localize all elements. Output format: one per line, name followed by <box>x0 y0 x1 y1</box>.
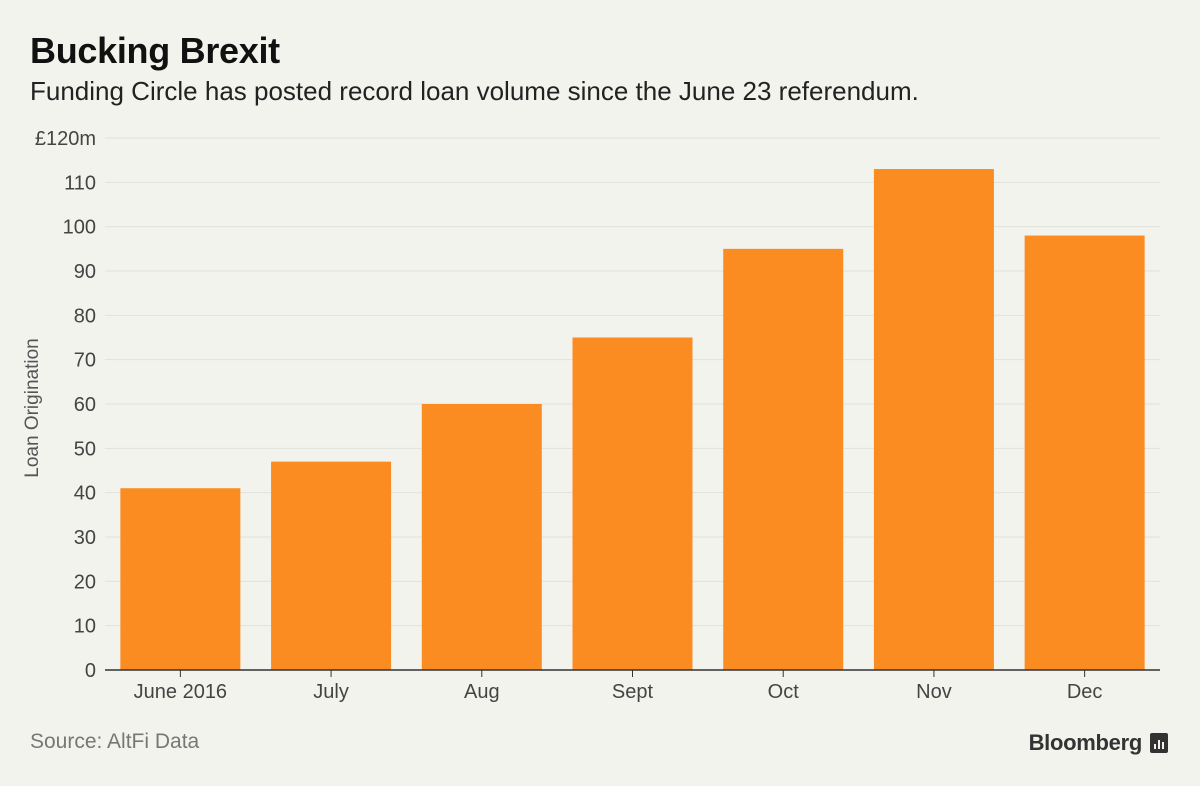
bar <box>1024 235 1145 671</box>
y-tick-label: 40 <box>74 483 96 505</box>
y-tick-label: 20 <box>74 571 96 593</box>
y-tick-label: 30 <box>74 527 96 549</box>
bar <box>873 169 994 671</box>
y-tick-label: 50 <box>74 438 96 460</box>
x-tick-label: Dec <box>1067 681 1103 703</box>
x-tick-label: Aug <box>464 681 500 703</box>
y-tick-label: 110 <box>64 172 96 194</box>
y-tick-label: 70 <box>74 350 96 372</box>
brand-mark: Bloomberg <box>1029 730 1168 756</box>
brand-name: Bloomberg <box>1028 730 1143 755</box>
y-tick-label: £120m <box>35 128 96 150</box>
bar <box>723 248 844 671</box>
source-note: Source: AltFi Data <box>30 730 200 753</box>
y-tick-label: 90 <box>74 261 96 283</box>
chart-subtitle: Funding Circle has posted record loan vo… <box>30 76 919 106</box>
x-tick-label: Sept <box>612 681 654 703</box>
y-axis-ticks: 0 10 20 30 40 50 60 70 80 90 100 110 £120m <box>35 128 96 682</box>
bar <box>271 461 392 670</box>
bar <box>120 488 241 670</box>
x-tick-label: June 2016 <box>134 681 227 703</box>
bar <box>572 337 693 670</box>
bars <box>120 169 1145 671</box>
y-axis-title: Loan Origination <box>22 338 43 477</box>
x-axis: June 2016 July Aug Sept Oct Nov Dec <box>105 669 1160 703</box>
x-tick-label: July <box>313 681 349 703</box>
y-tick-label: 10 <box>74 616 96 638</box>
x-tick-label: Oct <box>768 681 800 703</box>
y-tick-label: 60 <box>74 394 96 416</box>
x-tick-label: Nov <box>916 681 952 703</box>
y-tick-label: 80 <box>74 305 96 327</box>
bloomberg-logo-icon <box>1150 733 1168 753</box>
y-tick-label: 100 <box>63 217 96 239</box>
y-tick-label: 0 <box>85 660 96 682</box>
chart-title: Bucking Brexit <box>30 30 280 71</box>
bar <box>421 404 542 670</box>
